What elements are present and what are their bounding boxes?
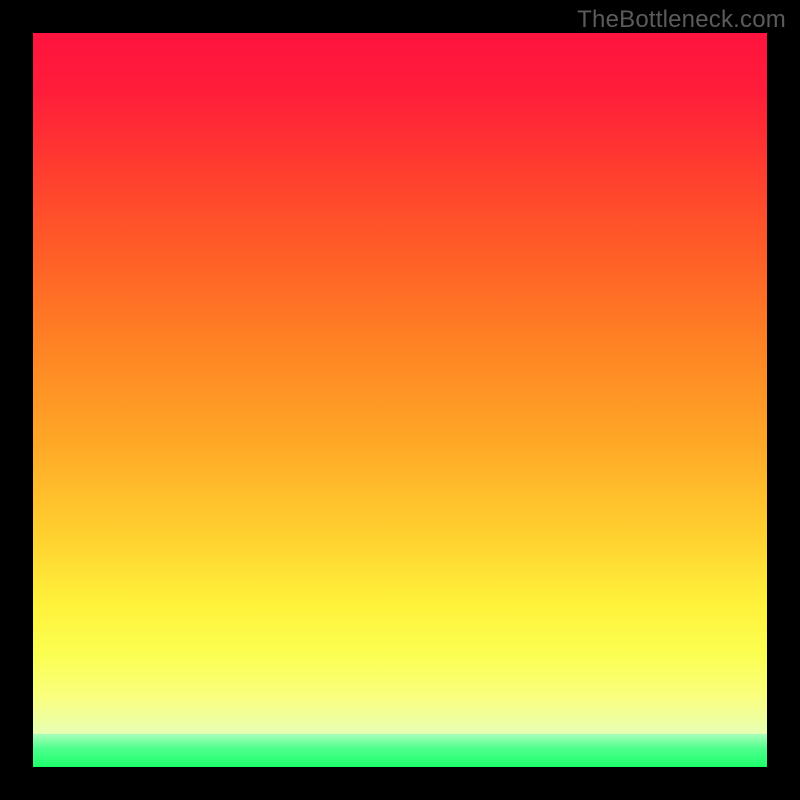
green-bottom-band xyxy=(33,734,767,767)
chart-stage: TheBottleneck.com xyxy=(0,0,800,800)
plot-background-gradient xyxy=(33,33,767,767)
watermark-text: TheBottleneck.com xyxy=(577,6,786,34)
plot-area xyxy=(33,33,767,767)
